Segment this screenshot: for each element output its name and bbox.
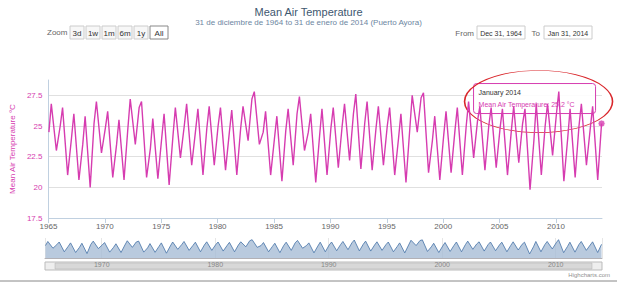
svg-text:Zoom: Zoom (47, 28, 68, 37)
svg-text:Mean Air Temperature: Mean Air Temperature (254, 6, 362, 18)
svg-text:3d: 3d (73, 29, 82, 38)
svg-text:1970: 1970 (96, 222, 114, 231)
svg-text:From: From (455, 29, 474, 38)
svg-text:1985: 1985 (265, 222, 283, 231)
svg-text:1965: 1965 (40, 222, 58, 231)
svg-text:2010: 2010 (547, 222, 565, 231)
svg-text:To: To (532, 29, 541, 38)
svg-text:17.5: 17.5 (26, 213, 43, 223)
svg-text:Mean Air Temperature: 25.2 °C: Mean Air Temperature: 25.2 °C (478, 101, 575, 108)
svg-text:2000: 2000 (434, 222, 452, 231)
svg-text:1980: 1980 (207, 261, 223, 268)
svg-text:1975: 1975 (152, 222, 170, 231)
svg-text:2010: 2010 (548, 261, 564, 268)
svg-text:1995: 1995 (378, 222, 396, 231)
svg-text:Dec 31, 1964: Dec 31, 1964 (480, 30, 522, 37)
svg-text:1990: 1990 (321, 261, 337, 268)
svg-text:1y: 1y (137, 29, 145, 38)
svg-text:Highcharts.com: Highcharts.com (568, 272, 610, 278)
svg-text:1980: 1980 (209, 222, 227, 231)
svg-text:Mean Air Temperature °C: Mean Air Temperature °C (8, 104, 17, 194)
svg-text:27.5: 27.5 (27, 91, 43, 100)
svg-text:2005: 2005 (491, 222, 509, 231)
svg-text:20: 20 (34, 183, 43, 192)
svg-text:6m: 6m (119, 29, 130, 38)
svg-text:1w: 1w (88, 29, 98, 38)
svg-text:1m: 1m (103, 29, 114, 38)
svg-text:22.5: 22.5 (27, 152, 43, 161)
svg-text:2000: 2000 (434, 261, 450, 268)
svg-text:January 2014: January 2014 (479, 89, 522, 97)
svg-text:Jan 31, 2014: Jan 31, 2014 (548, 30, 589, 37)
svg-text:1970: 1970 (94, 261, 110, 268)
svg-text:1990: 1990 (322, 222, 340, 231)
svg-text:31 de diciembre de 1964 to 31: 31 de diciembre de 1964 to 31 de enero d… (195, 18, 422, 27)
svg-text:25: 25 (34, 122, 43, 131)
svg-text:All: All (155, 29, 164, 38)
